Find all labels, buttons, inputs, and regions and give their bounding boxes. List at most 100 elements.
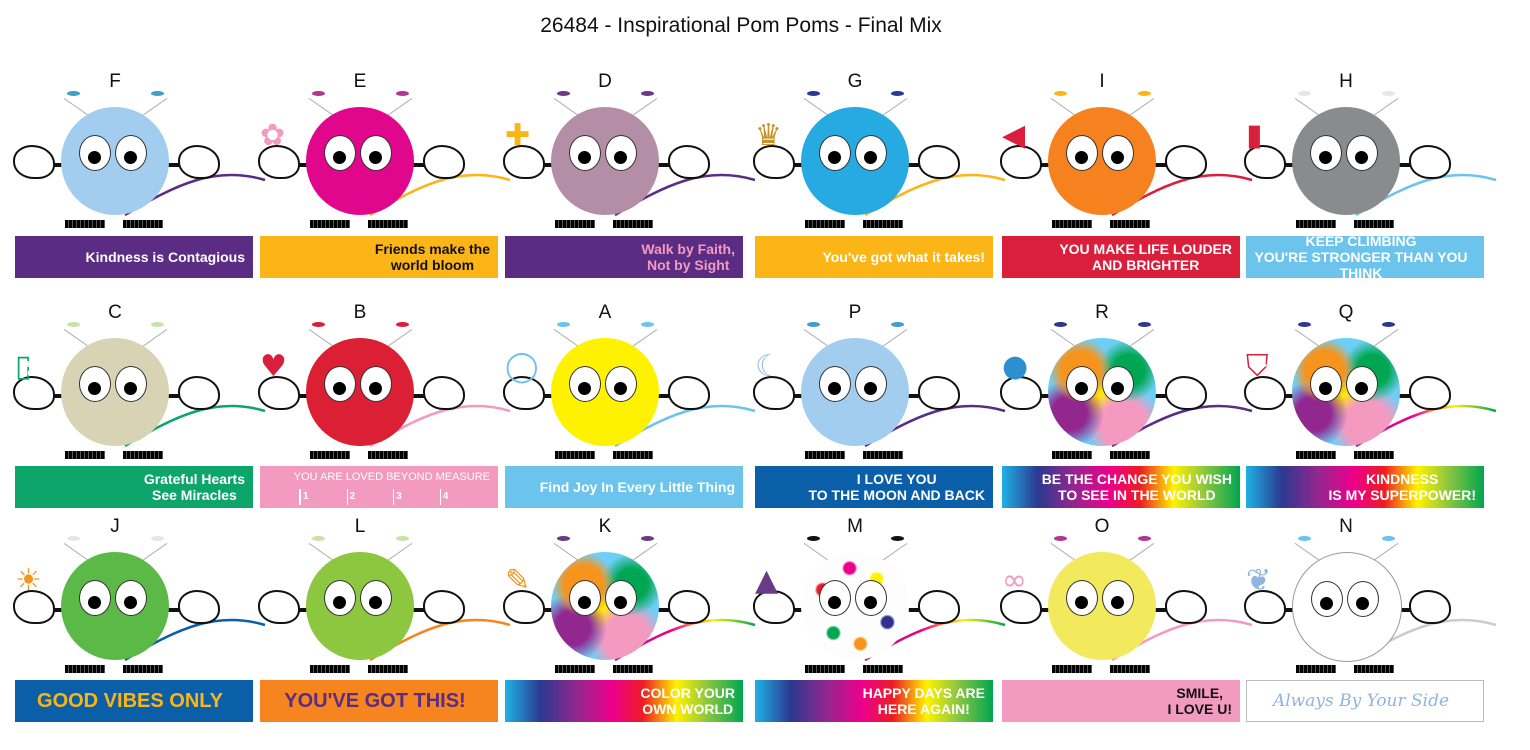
antenna-tip: [807, 91, 820, 96]
variant-letter: H: [1339, 71, 1353, 92]
banner-text: You've got what it takes!: [822, 249, 985, 265]
foot-right: [613, 451, 653, 459]
banner-text: Always By Your Side: [1272, 691, 1450, 711]
pom-pom-ball: [551, 107, 659, 215]
eye-pupil: [828, 151, 841, 164]
ruler-mark: 1: [300, 489, 309, 505]
thank-you-card-icon: ▯ THANK YOU!: [15, 349, 53, 384]
hand-left: [1000, 376, 1042, 410]
hand-right: [668, 145, 710, 179]
variant-letter: A: [598, 302, 612, 323]
antenna-tip: [312, 322, 325, 327]
googly-eye: [569, 366, 601, 402]
hand-right: [1165, 145, 1207, 179]
message-banner: KEEP CLIMBING YOU'RE STRONGER THAN YOU T…: [1246, 233, 1484, 281]
message-banner: Find Joy In Every Little Thing: [505, 466, 743, 508]
antenna-tip: [151, 536, 164, 541]
party-hat-icon: ▲: [755, 563, 779, 598]
message-banner: Friends make the world bloom: [260, 236, 498, 278]
googly-eye: [1066, 580, 1098, 616]
message-banner: HAPPY DAYS ARE HERE AGAIN!: [755, 680, 993, 722]
foot-left: [1296, 220, 1336, 228]
foot-right: [863, 220, 903, 228]
googly-eye: [1066, 135, 1098, 171]
eye-pupil: [369, 151, 382, 164]
arm-left: [1032, 394, 1054, 398]
hand-left: [13, 145, 55, 179]
foot-right: [613, 665, 653, 673]
antenna-tip: [312, 536, 325, 541]
antenna-tip: [1054, 536, 1067, 541]
message-banner: You've got what it takes!: [755, 236, 993, 278]
eye-pupil: [1111, 596, 1124, 609]
googly-eye: [115, 580, 147, 616]
eye-pupil: [124, 151, 137, 164]
ruler-mark: 3: [393, 489, 402, 505]
antenna-tip: [1054, 322, 1067, 327]
hand-right: [1409, 145, 1451, 179]
arm-right: [903, 163, 925, 167]
arm-right: [653, 608, 675, 612]
eye-pupil: [1355, 151, 1368, 164]
arm-left: [535, 608, 557, 612]
antenna-tip: [1138, 91, 1151, 96]
eye-pupil: [333, 151, 346, 164]
foot-left: [555, 220, 595, 228]
arm-left: [785, 608, 807, 612]
foot-left: [1052, 451, 1092, 459]
foot-right: [1354, 220, 1394, 228]
eye-pupil: [1111, 382, 1124, 395]
foot-right: [863, 451, 903, 459]
eye-pupil: [1075, 382, 1088, 395]
antenna-tip: [807, 536, 820, 541]
ruler-mark: 2: [346, 489, 355, 505]
pom-pom-card: H ▮ KEEP CLIMBING YOU'RE STRONGER THAN YOU…: [1244, 71, 1497, 290]
pom-pom-card: B ♥ YOU ARE LOVED BEYOND MEASURE 1 2 3 4: [258, 302, 511, 521]
hand-right: [668, 590, 710, 624]
hand-left: [258, 590, 300, 624]
pom-pom-card: M ▲ HAPPY DAYS ARE HERE AGAIN!: [753, 516, 1006, 735]
hand-left: [13, 590, 55, 624]
variant-letter: G: [847, 71, 863, 92]
hand-right: [423, 376, 465, 410]
googly-eye: [324, 135, 356, 171]
banner-text: YOU MAKE LIFE LOUDER AND BRIGHTER: [1059, 241, 1232, 273]
arm-right: [408, 163, 430, 167]
foot-left: [310, 665, 350, 673]
flower-icon: ✿: [260, 118, 286, 153]
banner-text: GOOD VIBES ONLY: [37, 690, 223, 712]
arm-right: [408, 394, 430, 398]
antenna-tip: [67, 91, 80, 96]
variant-letter: K: [598, 516, 612, 537]
foot-right: [123, 220, 163, 228]
hand-left: [1244, 590, 1286, 624]
antenna-tip: [396, 91, 409, 96]
arm-right: [1394, 608, 1416, 612]
foot-right: [368, 665, 408, 673]
variant-letter: M: [847, 516, 863, 537]
arm-right: [163, 608, 185, 612]
angel-wings-icon: ❦: [1246, 563, 1272, 598]
arm-left: [1276, 608, 1298, 612]
arm-left: [45, 394, 67, 398]
eye-pupil: [1111, 151, 1124, 164]
antenna-tip: [396, 322, 409, 327]
googly-eye: [569, 135, 601, 171]
arm-right: [1394, 163, 1416, 167]
googly-eye: [569, 580, 601, 616]
message-banner: BE THE CHANGE YOU WISH TO SEE IN THE WOR…: [1002, 466, 1240, 508]
googly-eye: [360, 135, 392, 171]
foot-left: [65, 220, 105, 228]
banner-text: YOU ARE LOVED BEYOND MEASURE: [293, 471, 490, 483]
arm-left: [290, 394, 312, 398]
googly-eye: [1346, 366, 1378, 402]
foot-left: [805, 220, 845, 228]
pom-pom-card: D ✚ Walk by Faith, Not by Sight: [503, 71, 756, 290]
superhero-shield-icon: ⛉ S: [1246, 352, 1269, 382]
googly-eye: [1346, 135, 1378, 171]
banner-text: KEEP CLIMBING YOU'RE STRONGER THAN YOU T…: [1254, 233, 1468, 281]
eye-pupil: [333, 382, 346, 395]
googly-eye: [855, 580, 887, 616]
arm-left: [1276, 163, 1298, 167]
antenna-tip: [557, 322, 570, 327]
